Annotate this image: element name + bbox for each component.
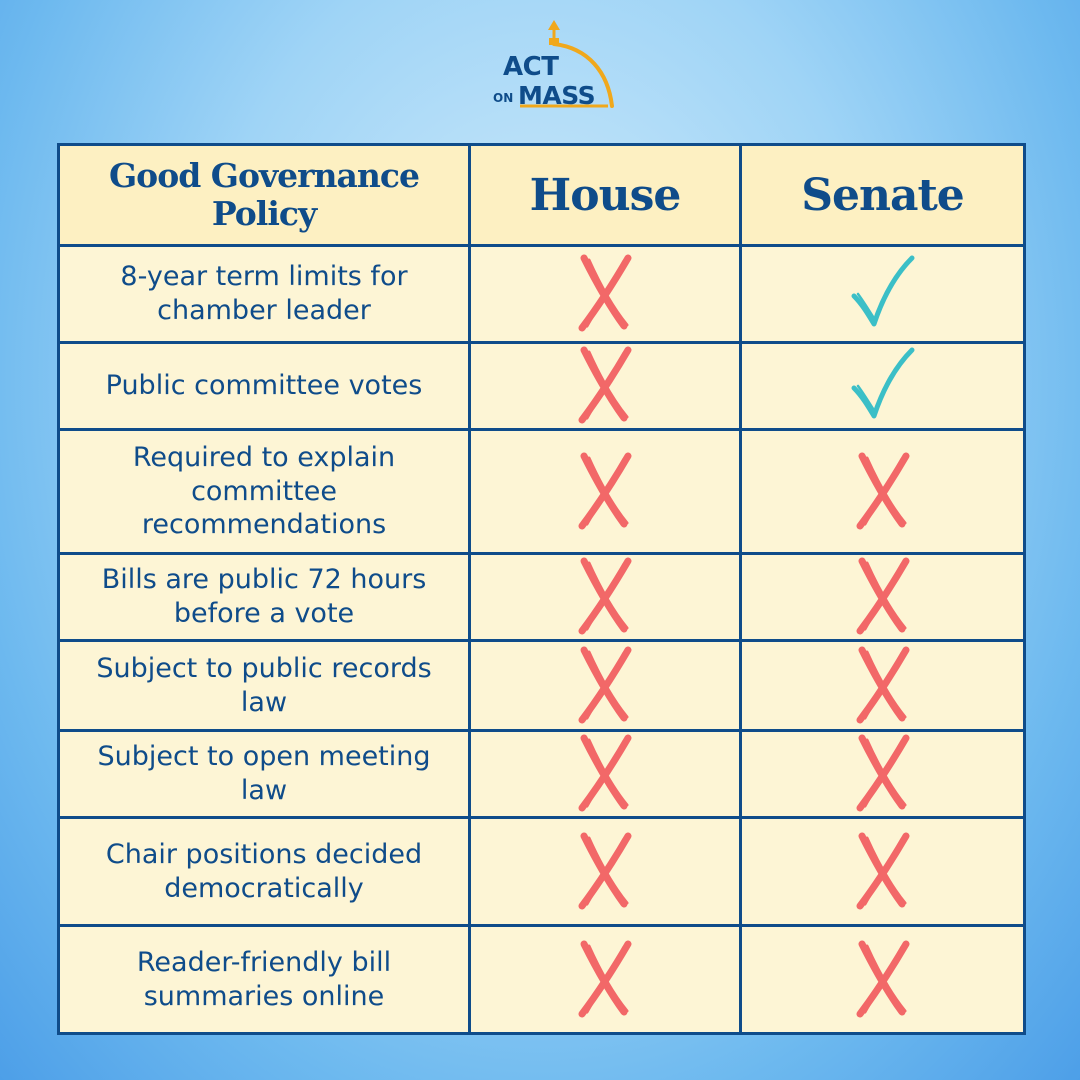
policy-label: Reader-friendly bill summaries online [136,946,392,1012]
table-row: Subject to open meeting law [57,729,1026,819]
logo-on-text: ON [493,91,514,105]
policy-label: Public committee votes [105,370,423,402]
policy-label: Subject to public records law [96,652,432,718]
house-status-cell [468,924,742,1035]
logo-act-text: ACT [503,52,559,82]
table-row: Bills are public 72 hours before a vote [57,552,1026,642]
senate-status-cell [739,639,1026,732]
policy-cell: Public committee votes [57,341,471,431]
x-mark-icon [570,732,640,816]
header-policy: Good Governance Policy [57,143,471,247]
x-mark-icon [570,450,640,534]
senate-status-cell [739,341,1026,431]
policy-label: Chair positions decided democratically [105,838,423,904]
check-icon [848,252,918,336]
policy-label: Subject to open meeting law [97,741,431,806]
table-row: Reader-friendly bill summaries online [57,924,1026,1035]
header-house: House [468,143,742,247]
house-status-cell [468,816,742,927]
policy-cell: Chair positions decided democratically [57,816,471,927]
x-mark-icon [570,344,640,428]
x-mark-icon [848,830,918,914]
house-status-cell [468,341,742,431]
x-mark-icon [848,555,918,639]
governance-comparison-table: Good Governance Policy House Senate 8-ye… [57,143,1026,1035]
policy-cell: Required to explain committee recommenda… [57,428,471,555]
policy-cell: Subject to public records law [57,639,471,732]
x-mark-icon [570,644,640,728]
x-mark-icon [848,938,918,1022]
senate-status-cell [739,924,1026,1035]
x-mark-icon [570,938,640,1022]
policy-label: Bills are public 72 hours before a vote [101,564,427,629]
x-mark-icon [570,252,640,336]
check-icon [848,344,918,428]
senate-status-cell [739,729,1026,819]
house-status-cell [468,639,742,732]
house-status-cell [468,428,742,555]
table-row: 8-year term limits for chamber leader [57,244,1026,344]
x-mark-icon [570,830,640,914]
house-status-cell [468,729,742,819]
senate-status-cell [739,428,1026,555]
header-row: Good Governance Policy House Senate [57,143,1026,247]
logo-mass-text: MASS [518,81,596,110]
policy-cell: Subject to open meeting law [57,729,471,819]
x-mark-icon [848,644,918,728]
policy-label: Required to explain committee recommenda… [132,441,396,541]
policy-cell: Reader-friendly bill summaries online [57,924,471,1035]
senate-status-cell [739,244,1026,344]
policy-cell: Bills are public 72 hours before a vote [57,552,471,642]
table-row: Public committee votes [57,341,1026,431]
table-row: Required to explain committee recommenda… [57,428,1026,555]
table-row: Chair positions decided democratically [57,816,1026,927]
act-on-mass-logo: ACT ON MASS [490,14,620,110]
x-mark-icon [570,555,640,639]
x-mark-icon [848,732,918,816]
senate-status-cell [739,552,1026,642]
header-senate: Senate [739,143,1026,247]
policy-label: 8-year term limits for chamber leader [120,261,408,326]
house-status-cell [468,244,742,344]
x-mark-icon [848,450,918,534]
table-row: Subject to public records law [57,639,1026,732]
policy-cell: 8-year term limits for chamber leader [57,244,471,344]
dome-icon [520,20,614,108]
house-status-cell [468,552,742,642]
senate-status-cell [739,816,1026,927]
